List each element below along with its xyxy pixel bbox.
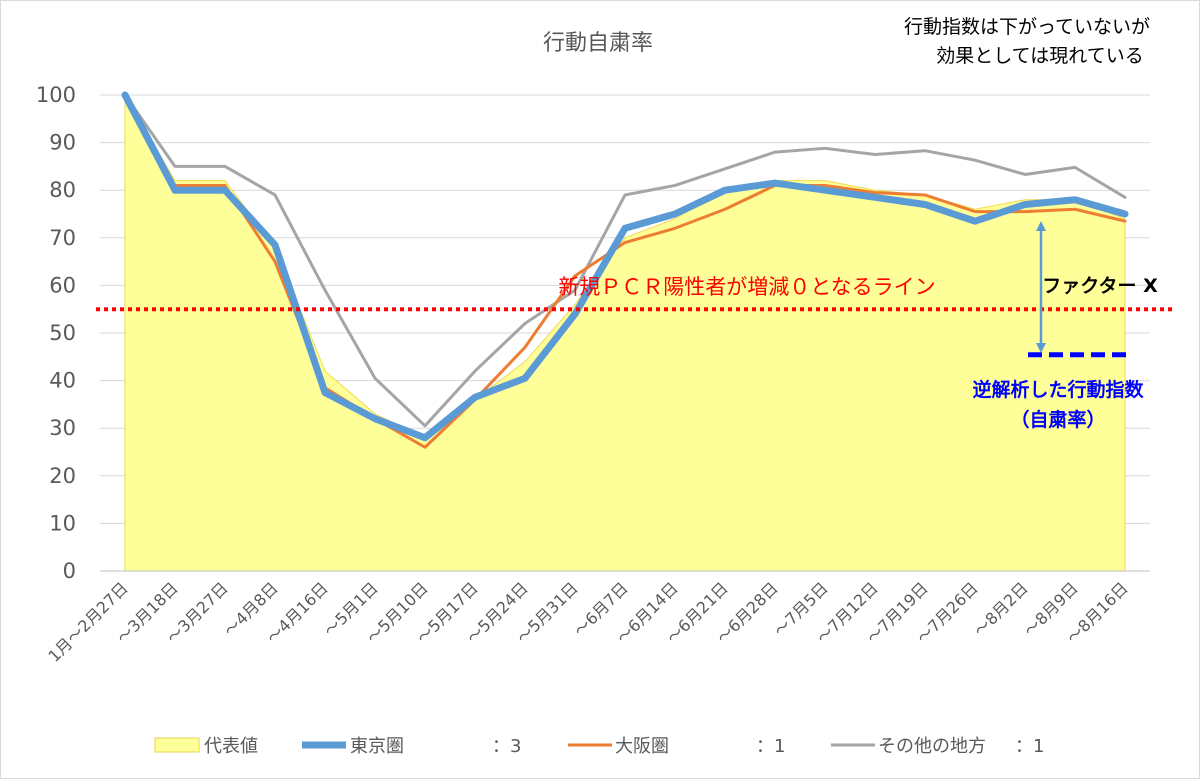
y-tick-label: 90 <box>49 131 76 155</box>
annotation-note-line2: 効果としては現れている <box>936 45 1143 67</box>
legend-ratio-osaka: ：1 <box>756 736 785 757</box>
annotation-note-line1: 行動指数は下がっていないが <box>904 16 1150 38</box>
chart-title: 行動自粛率 <box>543 31 653 56</box>
legend-label-other: その他の地方 <box>878 736 986 757</box>
legend-ratio-tokyo: ：3 <box>492 736 521 757</box>
y-tick-label: 100 <box>36 83 76 107</box>
y-tick-label: 40 <box>49 369 76 393</box>
y-tick-label: 30 <box>49 416 76 440</box>
legend-item-osaka: 大阪圏 ：1 <box>568 736 785 757</box>
y-tick-label: 60 <box>49 273 76 297</box>
legend-label-representative: 代表値 <box>204 736 258 757</box>
legend: 代表値 東京圏 ：3 大阪圏 ：1 その他の地方 ：1 <box>154 736 1044 757</box>
legend-item-representative: 代表値 <box>154 736 258 757</box>
legend-ratio-other: ：1 <box>1015 736 1044 757</box>
y-tick-label: 20 <box>49 464 76 488</box>
series-line-other <box>123 93 1127 428</box>
legend-label-osaka: 大阪圏 <box>615 736 669 757</box>
inverse-line-label-2: （自粛率） <box>1010 408 1105 431</box>
y-tick-label: 0 <box>63 559 76 583</box>
legend-item-other: その他の地方 ：1 <box>831 736 1044 757</box>
y-tick-label: 70 <box>49 226 76 250</box>
y-tick-label: 50 <box>49 321 76 345</box>
y-tick-label: 10 <box>49 511 76 535</box>
factor-x-label: ファクター X <box>1042 275 1158 297</box>
reference-lines <box>96 307 1176 358</box>
legend-item-tokyo: 東京圏 ：3 <box>302 736 521 757</box>
legend-swatch-representative <box>154 737 200 753</box>
inverse-line-label-1: 逆解析した行動指数 <box>972 378 1144 401</box>
series-line-tokyo <box>121 91 1129 442</box>
legend-label-tokyo: 東京圏 <box>350 736 404 757</box>
series-lines <box>121 91 1129 449</box>
y-axis: 0 10 20 30 40 50 60 70 80 90 100 <box>36 83 76 583</box>
y-tick-label: 80 <box>49 178 76 202</box>
reference-line-label: 新規ＰＣＲ陽性者が増減０となるライン <box>558 275 935 299</box>
